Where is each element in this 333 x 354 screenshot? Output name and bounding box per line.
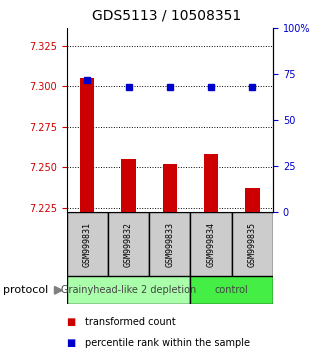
Text: ■: ■ (67, 317, 76, 327)
Text: GSM999833: GSM999833 (165, 222, 174, 267)
Text: transformed count: transformed count (85, 317, 176, 327)
Text: GSM999835: GSM999835 (248, 222, 257, 267)
Bar (108, 212, 149, 276)
Bar (190, 276, 273, 304)
Text: control: control (215, 285, 249, 295)
Bar (67, 276, 190, 304)
Bar (163, 164, 177, 212)
Text: protocol: protocol (3, 285, 49, 295)
Bar (80, 78, 95, 212)
Bar (232, 212, 273, 276)
Bar (67, 212, 108, 276)
Text: percentile rank within the sample: percentile rank within the sample (85, 338, 250, 348)
Text: GDS5113 / 10508351: GDS5113 / 10508351 (92, 9, 241, 23)
Text: GSM999831: GSM999831 (83, 222, 92, 267)
Text: GSM999832: GSM999832 (124, 222, 133, 267)
Bar (149, 212, 190, 276)
Bar (121, 159, 136, 212)
Text: Grainyhead-like 2 depletion: Grainyhead-like 2 depletion (61, 285, 196, 295)
Bar (190, 212, 232, 276)
Bar (245, 188, 260, 212)
Bar (204, 154, 218, 212)
Text: ■: ■ (67, 338, 76, 348)
Text: GSM999834: GSM999834 (206, 222, 216, 267)
